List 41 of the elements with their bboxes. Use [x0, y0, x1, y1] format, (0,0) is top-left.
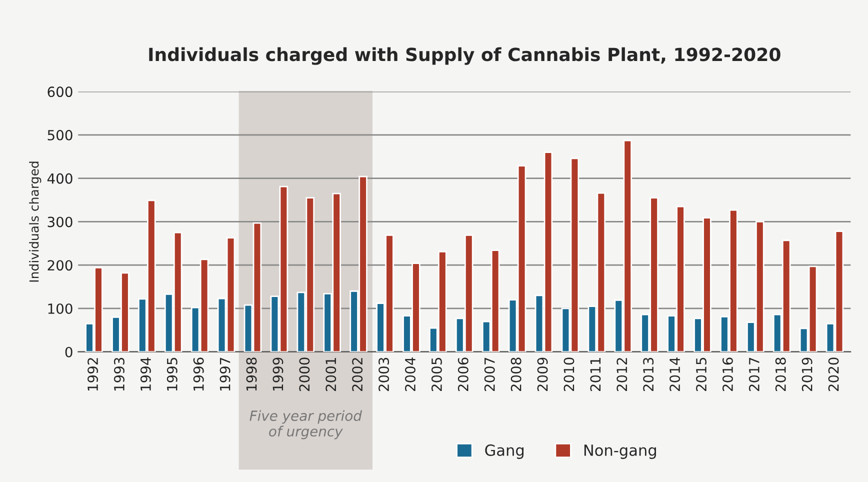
x-tick-label: 1995 — [166, 358, 178, 391]
x-tick-label: 2018 — [775, 358, 786, 392]
x-tick-label: 2013 — [643, 358, 654, 392]
y-tick-label: 200 — [48, 260, 72, 271]
x-tick-label: 2009 — [537, 358, 548, 392]
x-tick-label: 1993 — [114, 358, 124, 391]
x-tick-label: 2006 — [458, 358, 468, 392]
x-tick-label: 1992 — [88, 358, 98, 391]
y-axis-title: Individuals charged — [29, 162, 42, 282]
x-tick-label: 2007 — [484, 358, 495, 392]
x-tick-label: 2017 — [748, 358, 760, 392]
x-tick-label: 2004 — [404, 358, 416, 392]
legend-label: Non-gang — [584, 444, 656, 459]
x-tick-label: 2012 — [616, 358, 628, 392]
x-tick-label: 2005 — [431, 358, 442, 392]
y-tick-label: 400 — [47, 173, 72, 184]
x-tick-label: 2011 — [590, 358, 601, 392]
x-tick-label: 2000 — [299, 358, 310, 392]
y-tick-label: 300 — [48, 216, 72, 228]
x-tick-label: 2002 — [352, 358, 363, 392]
y-tick-label: 500 — [48, 130, 72, 140]
legend-label: Gang — [485, 444, 524, 459]
x-tick-label: 2014 — [670, 358, 680, 392]
y-tick-label: 600 — [48, 86, 72, 98]
x-tick-label: 2001 — [326, 358, 336, 392]
y-tick-label: 0 — [65, 346, 72, 358]
x-tick-label: 1996 — [193, 358, 204, 391]
x-tick-label: 1997 — [220, 358, 230, 391]
x-tick-label: 2003 — [378, 358, 390, 392]
x-tick-label: 2015 — [696, 358, 707, 392]
x-tick-label: 1994 — [140, 358, 151, 391]
x-tick-label: 1999 — [272, 358, 284, 391]
y-tick-label: 100 — [48, 303, 72, 314]
x-tick-label: 2020 — [828, 358, 839, 392]
chart-title: Individuals charged with Supply of Cannabis Plant, 1992-2020 — [149, 47, 780, 65]
x-tick-label: 2010 — [564, 358, 574, 392]
x-tick-label: 1998 — [246, 358, 257, 391]
x-tick-label: 2019 — [802, 358, 812, 392]
x-tick-label: 2016 — [722, 358, 733, 392]
band-label: Five year period of urgency — [250, 410, 362, 440]
x-tick-label: 2008 — [510, 358, 522, 392]
